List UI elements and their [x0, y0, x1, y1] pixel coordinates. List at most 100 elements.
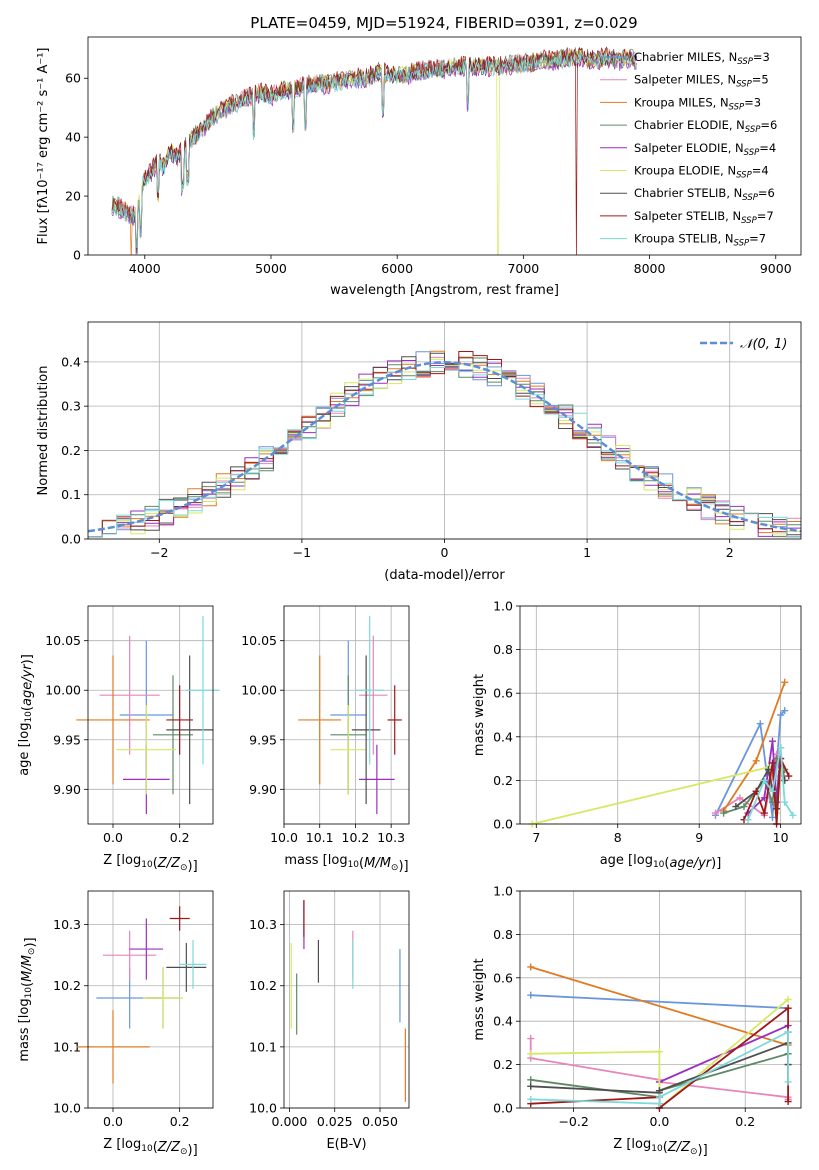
x-tick-label: 7: [532, 830, 540, 845]
spectrum-axes: 4000 5000 6000 7000 8000 9000 0 20 40 60: [65, 71, 792, 276]
weight-marker: [655, 1048, 663, 1056]
weight-marker: [752, 757, 760, 765]
weight-marker: [655, 1100, 663, 1108]
axis-label: Z [log10(Z/Z⊙)]: [613, 1137, 707, 1158]
y-tick-label: 10.2: [53, 978, 81, 993]
weight-marker: [789, 811, 797, 819]
axis-label: mass [log10(M/M⊙)]: [17, 937, 38, 1061]
y-tick-label: 60: [65, 71, 81, 86]
legend-entry: Chabrier STELIB, NSSP=6: [634, 186, 775, 203]
y-tick-label: 10.00: [241, 683, 277, 698]
y-tick-label: 20: [65, 189, 81, 204]
z_age-axes: 0.0 0.2 9.90 9.95 10.00 10.05: [45, 606, 213, 845]
legend-entry: 𝒩(0, 1): [740, 337, 787, 352]
y-tick-label: 1.0: [493, 884, 513, 899]
y-tick-label: 10.1: [249, 1039, 277, 1054]
legend-entry: Chabrier MILES, NSSP=3: [634, 50, 770, 67]
ebv_mass-points: [290, 900, 406, 1102]
y-tick-label: 0.0: [493, 1101, 513, 1116]
weight-marker: [740, 803, 748, 811]
weight-marker: [781, 707, 789, 715]
y-tick-label: 0.4: [61, 354, 81, 369]
x-tick-label: 10: [773, 830, 789, 845]
x-tick-label: 10.2: [342, 830, 370, 845]
z_mass-frame: [87, 890, 214, 1109]
weight-marker: [527, 1050, 535, 1058]
axis-label: Z [log10(Z/Z⊙)]: [103, 1137, 197, 1158]
residuals-ylabel: Normed distribution: [36, 366, 51, 496]
spectrum-series: [111, 46, 638, 255]
x-tick-label: 0: [441, 545, 449, 560]
z_weight-ylabel: mass weight: [472, 958, 487, 1040]
legend-entry: Kroupa MILES, NSSP=3: [634, 95, 761, 112]
figure-title: PLATE=0459, MJD=51924, FIBERID=0391, z=0…: [250, 14, 637, 32]
weight-marker: [784, 996, 792, 1003]
axis-label: wavelength [Angstrom, rest frame]: [330, 283, 559, 298]
y-tick-label: 10.00: [45, 683, 81, 698]
y-tick-label: 10.3: [249, 917, 277, 932]
weight-marker: [736, 794, 744, 802]
x-tick-label: 8: [614, 830, 622, 845]
age_weight-axes: 7 8 9 10 0.0 0.2 0.4 0.6 0.8 1.0: [493, 599, 801, 845]
axis-label: Z [log10(Z/Z⊙)]: [103, 853, 197, 874]
z_age-points: [76, 615, 220, 815]
weight-series: [531, 766, 782, 825]
y-tick-label: 9.95: [249, 732, 277, 747]
y-tick-label: 0.1: [61, 487, 81, 502]
legend-entry: Salpeter ELODIE, NSSP=4: [634, 141, 776, 158]
weight-marker: [768, 759, 776, 767]
weight-marker: [777, 711, 785, 719]
axis-label: E(B-V): [326, 1137, 366, 1152]
weight-marker: [752, 787, 760, 795]
x-tick-label: 0.0: [103, 830, 123, 845]
axis-label: mass [log10(M/M⊙)]: [284, 853, 408, 874]
spectrum-legend: Chabrier MILES, NSSP=3 Salpeter MILES, NS…: [600, 50, 777, 249]
y-tick-label: 0.8: [493, 927, 513, 942]
weight-marker: [655, 1093, 663, 1101]
spectrum-frame: [87, 36, 802, 256]
mass_age-points: [298, 615, 402, 815]
x-tick-label: −2: [150, 545, 168, 560]
z_mass-axes: 0.0 0.2 10.0 10.1 10.2 10.3: [53, 891, 213, 1129]
y-tick-label: 0.2: [493, 1057, 513, 1072]
axis-label: age [log10(age/yr)]: [600, 853, 722, 871]
x-tick-label: 10.3: [377, 830, 405, 845]
x-tick-label: −1: [293, 545, 311, 560]
mass_age-axes: 10.0 10.1 10.2 10.3 9.90 9.95 10.00 10.05: [241, 606, 409, 845]
x-tick-label: 0.2: [170, 830, 190, 845]
x-tick-label: 1: [583, 545, 591, 560]
weight-marker: [744, 816, 752, 824]
axis-label: age [log10(age/yr)]: [17, 654, 35, 776]
weight-marker: [784, 1097, 792, 1105]
legend-entry: Salpeter STELIB, NSSP=7: [634, 209, 774, 226]
age_weight-ylabel: mass weight: [472, 674, 487, 756]
y-tick-label: 10.0: [53, 1101, 81, 1116]
ebv_mass-axes: 0.000 0.025 0.050 10.0 10.1 10.2 10.3: [249, 891, 409, 1129]
weight-marker: [784, 1004, 792, 1012]
y-tick-label: 0.6: [493, 686, 513, 701]
x-tick-label: 4000: [129, 261, 161, 276]
residuals-xlabel: (data-model)/error: [384, 568, 505, 583]
y-tick-label: 10.3: [53, 917, 81, 932]
weight-marker: [785, 772, 793, 780]
x-tick-label: 0.025: [317, 1114, 353, 1129]
y-tick-label: 0.4: [493, 729, 513, 744]
weight-series: [747, 747, 794, 820]
weight-marker: [655, 1087, 663, 1095]
y-tick-label: 0.4: [493, 1014, 513, 1029]
residuals-frame: [87, 321, 802, 540]
y-tick-label: 0.2: [493, 773, 513, 788]
x-tick-label: 0.2: [170, 1114, 190, 1129]
x-tick-label: 8000: [634, 261, 666, 276]
weight-series: [530, 966, 789, 1046]
y-tick-label: 9.90: [249, 782, 277, 797]
mass_age-frame: [283, 605, 410, 825]
y-tick-label: 0: [73, 248, 81, 263]
x-tick-label: 9: [695, 830, 703, 845]
weight-marker: [768, 787, 776, 795]
weight-marker: [784, 1028, 792, 1036]
weight-marker: [768, 737, 776, 745]
weight-marker: [760, 776, 768, 784]
weight-marker: [781, 678, 789, 686]
